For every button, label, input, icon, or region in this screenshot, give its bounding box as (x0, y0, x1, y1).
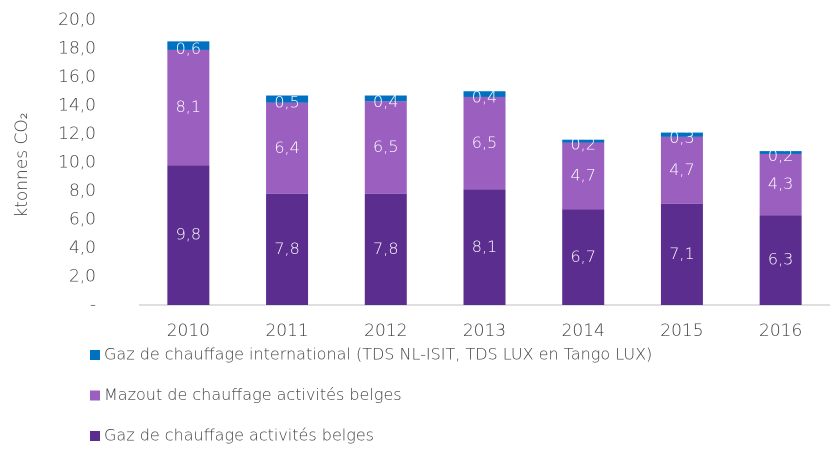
value-label: 0,5 (274, 93, 299, 112)
bar-segment (660, 132, 703, 137)
value-label: 6,7 (570, 247, 595, 266)
legend-swatch (90, 350, 100, 360)
bar-segment (463, 189, 506, 305)
y-tick-label: 10,0 (58, 153, 96, 173)
bar-segment (562, 142, 605, 210)
y-tick-label: 14,0 (58, 96, 96, 116)
value-label: 9,8 (176, 225, 201, 244)
value-label: 8,1 (176, 97, 201, 116)
legend-swatch (90, 390, 100, 401)
legend-swatch (90, 431, 100, 441)
x-tick-label: 2010 (167, 321, 210, 341)
bar-segment (364, 193, 407, 305)
y-tick-label: 12,0 (58, 124, 96, 144)
value-label: 8,1 (472, 237, 497, 256)
bar-segment (562, 139, 605, 143)
y-tick-label: 6,0 (69, 210, 96, 230)
x-tick-label: 2016 (759, 321, 802, 341)
bar-segment (759, 215, 802, 305)
x-tick-label: 2013 (463, 321, 506, 341)
bar-segment (759, 153, 802, 216)
value-label: 0,4 (472, 88, 497, 107)
value-label: 6,5 (373, 137, 398, 156)
y-tick-label: 4,0 (69, 238, 96, 258)
x-tick-label: 2014 (562, 321, 605, 341)
value-label: 7,1 (669, 244, 694, 263)
value-label: 6,4 (274, 138, 299, 157)
y-axis-label: ktonnes CO₂ (12, 112, 32, 217)
value-label: 0,6 (176, 39, 201, 58)
x-tick-label: 2015 (660, 321, 703, 341)
legend-label: Gaz de chauffage activités belges (104, 426, 374, 445)
value-label: 4,7 (570, 166, 595, 185)
value-label: 7,8 (373, 239, 398, 258)
value-label: 0,2 (570, 135, 595, 154)
y-tick-label: 2,0 (69, 267, 96, 287)
y-tick-label: 8,0 (69, 181, 96, 201)
y-tick-label: 20,0 (58, 10, 96, 30)
bar-segment (759, 151, 802, 154)
value-label: 6,5 (472, 133, 497, 152)
bar-segment (364, 95, 407, 102)
value-label: 0,2 (768, 146, 793, 165)
bar-segment (266, 95, 309, 103)
bar-segment (562, 209, 605, 305)
bar-segment (463, 96, 506, 190)
value-label: 0,4 (373, 92, 398, 111)
bar-segment (167, 41, 210, 50)
legend-label: Mazout de chauffage activités belges (104, 385, 402, 404)
bar-segment (167, 49, 210, 166)
y-tick-label: 16,0 (58, 67, 96, 87)
bar-segment (266, 193, 309, 305)
value-label: 6,3 (768, 250, 793, 269)
legend-label: Gaz de chauffage international (TDS NL-I… (104, 345, 652, 364)
bar-segment (660, 203, 703, 305)
value-label: 0,3 (669, 128, 694, 147)
bar-segment (167, 165, 210, 305)
x-tick-label: 2012 (364, 321, 407, 341)
x-tick-label: 2011 (265, 321, 308, 341)
value-label: 4,3 (768, 174, 793, 193)
bar-segment (660, 136, 703, 204)
y-tick-label: 18,0 (58, 39, 96, 59)
value-label: 4,7 (669, 160, 694, 179)
y-tick-label: - (90, 295, 96, 315)
value-label: 7,8 (274, 239, 299, 258)
bar-segment (463, 91, 506, 97)
bar-segment (364, 101, 407, 194)
bar-segment (266, 102, 309, 194)
